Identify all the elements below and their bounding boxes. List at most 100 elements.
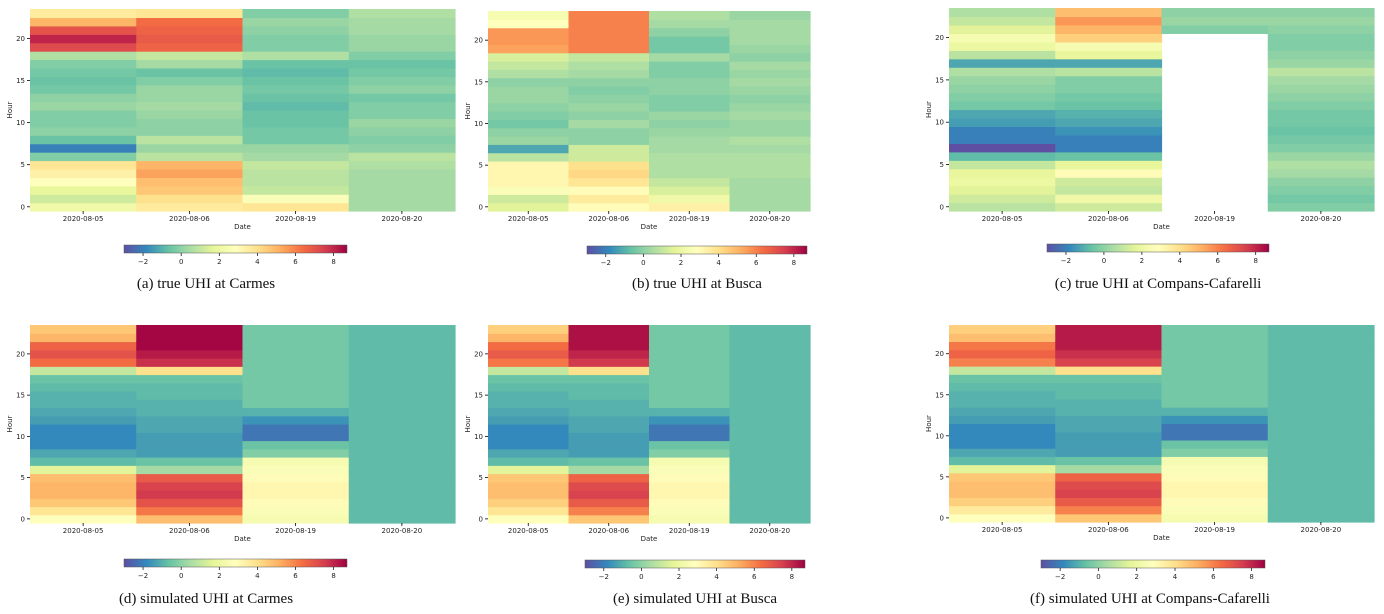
heatmap-cell xyxy=(568,94,650,104)
heatmap-cell xyxy=(30,76,137,86)
heatmap-cell xyxy=(649,358,731,367)
x-tick-label: 2020-08-05 xyxy=(982,526,1023,534)
heatmap-cell xyxy=(488,490,570,499)
heatmap-cell xyxy=(488,169,570,179)
heatmap-cell xyxy=(1267,415,1375,425)
heatmap-cell xyxy=(1267,202,1375,212)
heatmap-cell xyxy=(1055,472,1163,482)
colorbar-tick-label: −2 xyxy=(138,572,148,580)
heatmap-cell xyxy=(348,202,456,212)
heatmap-cell xyxy=(729,440,811,450)
heatmap-cell xyxy=(649,119,731,129)
heatmap-cell xyxy=(488,177,570,187)
heatmap-cell xyxy=(348,110,456,120)
heatmap-cell xyxy=(348,177,456,187)
heatmap-cell xyxy=(1267,341,1375,351)
heatmap-cell xyxy=(1267,398,1375,408)
heatmap-cell xyxy=(568,61,650,70)
heatmap-cell xyxy=(649,333,731,343)
heatmap-cell xyxy=(488,194,570,204)
colorbar-tick-label: 8 xyxy=(331,572,335,580)
colorbar xyxy=(586,245,808,255)
heatmap-cell xyxy=(242,177,350,187)
heatmap-cell xyxy=(348,432,456,442)
heatmap-cell xyxy=(488,127,570,137)
heatmap-cell xyxy=(30,481,137,491)
heatmap-cell xyxy=(1267,41,1375,51)
heatmap-cell xyxy=(1267,472,1375,482)
heatmap-cell xyxy=(136,34,244,44)
heatmap-cell xyxy=(1055,439,1163,449)
heatmap-cell xyxy=(242,143,350,153)
colorbar-tick-label: 4 xyxy=(714,573,719,581)
colorbar-tick-label: 8 xyxy=(790,573,794,581)
heatmap-cell xyxy=(949,177,1056,187)
heatmap-cell xyxy=(1267,366,1375,375)
heatmap-cell xyxy=(136,341,244,351)
heatmap-cell xyxy=(649,19,731,29)
heatmap-cell xyxy=(1055,92,1163,102)
heatmap-cell xyxy=(1055,75,1163,85)
heatmap-cell xyxy=(1055,16,1163,26)
heatmap-cell xyxy=(488,111,570,120)
heatmap-cell xyxy=(348,391,456,400)
heatmap-cell xyxy=(1267,349,1375,359)
heatmap-cell xyxy=(1267,489,1375,498)
heatmap-cell xyxy=(348,126,456,136)
heatmap-cell xyxy=(649,36,731,45)
heatmap-cell xyxy=(488,102,570,112)
heatmap-cell xyxy=(136,25,244,35)
heatmap-cell xyxy=(488,325,570,334)
heatmap-cell xyxy=(348,498,456,508)
heatmap-cell xyxy=(649,152,731,162)
heatmap-cell xyxy=(1267,168,1375,178)
y-tick-label: 15 xyxy=(16,392,25,400)
heatmap-cell xyxy=(1267,513,1375,523)
heatmap-cell xyxy=(949,101,1056,111)
heatmap-cell xyxy=(1267,423,1375,433)
heatmap-cell xyxy=(30,101,137,111)
y-tick-label: 10 xyxy=(474,120,483,128)
heatmap-cell xyxy=(242,160,350,170)
y-tick-label: 20 xyxy=(474,350,483,358)
heatmap-cell xyxy=(348,440,456,450)
heatmap-cell xyxy=(729,161,811,170)
heatmap-cell xyxy=(348,341,456,351)
heatmap-cell xyxy=(729,194,811,204)
heatmap-cell xyxy=(30,490,137,499)
y-tick-label: 5 xyxy=(479,162,483,170)
heatmap-cell xyxy=(242,457,350,466)
heatmap-cell xyxy=(242,152,350,162)
heatmap-cell xyxy=(1055,349,1163,359)
colorbar-tick-label: 2 xyxy=(679,259,683,267)
heatmap-cell xyxy=(30,34,137,44)
heatmap-cell xyxy=(949,109,1056,119)
heatmap-cell xyxy=(568,86,650,95)
heatmap-cell xyxy=(30,473,137,483)
heatmap-cell xyxy=(949,431,1056,441)
heatmap-cell xyxy=(649,490,731,499)
heatmap-cell xyxy=(242,110,350,120)
heatmap-cell xyxy=(242,481,350,491)
x-tick-label: 2020-08-19 xyxy=(1194,526,1235,534)
heatmap-cell xyxy=(242,67,350,77)
heatmap-cell xyxy=(348,51,456,61)
colorbar xyxy=(123,558,348,568)
colorbar-tick-label: 2 xyxy=(1134,573,1138,581)
heatmap-cell xyxy=(649,498,731,508)
heatmap-cell xyxy=(136,325,244,334)
heatmap-cell xyxy=(30,349,137,359)
heatmap-cell xyxy=(488,432,570,442)
heatmap-cell xyxy=(1161,423,1269,433)
y-tick-label: 15 xyxy=(474,392,483,400)
colorbar-tick-label: 0 xyxy=(1102,257,1106,265)
y-tick-label: 15 xyxy=(935,391,944,399)
heatmap-cell xyxy=(242,341,350,351)
heatmap-cell xyxy=(649,144,731,154)
heatmap-cell xyxy=(30,202,137,212)
heatmap-cell xyxy=(30,391,137,400)
colorbar-tick-label: 6 xyxy=(293,258,298,266)
heatmap-cell xyxy=(1267,8,1375,18)
